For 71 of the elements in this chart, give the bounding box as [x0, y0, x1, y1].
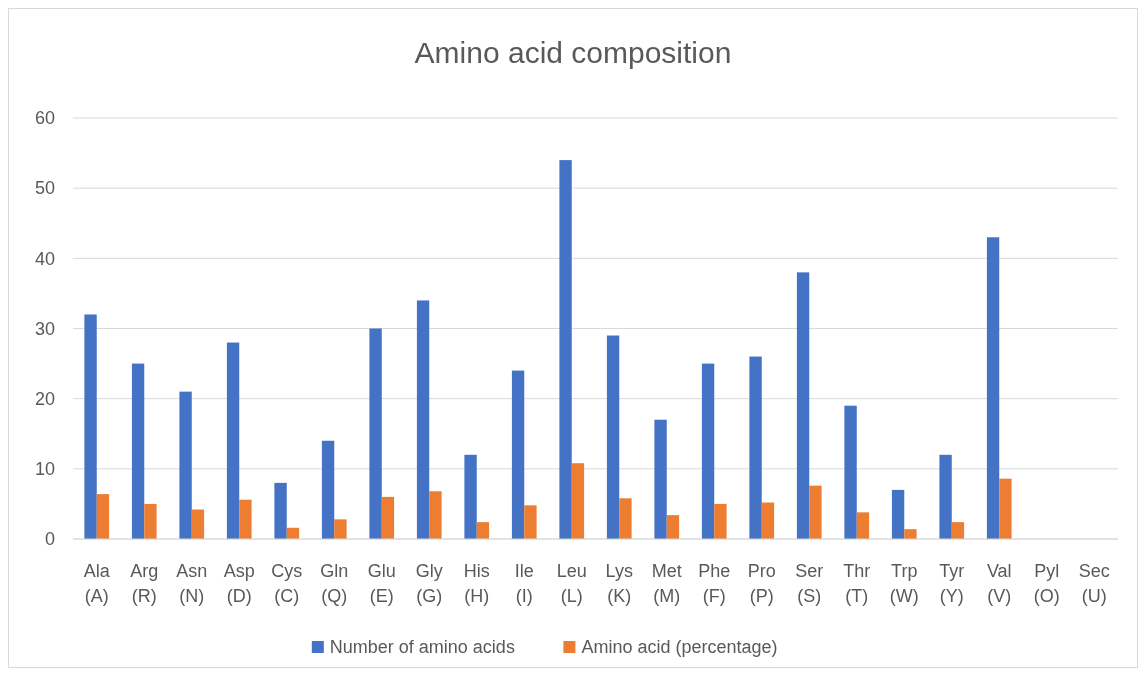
- bar: [416, 300, 430, 539]
- x-tick-label: Thr (T): [843, 561, 871, 606]
- bar: [571, 463, 585, 539]
- x-tick-label: Trp (W): [889, 561, 919, 606]
- x-tick-label: Sec (U): [1078, 561, 1110, 606]
- bar: [856, 512, 870, 539]
- bar: [321, 440, 335, 539]
- y-tick-label: 20: [34, 388, 55, 409]
- bar: [511, 370, 525, 539]
- x-tick-label: Val (V): [986, 561, 1012, 606]
- x-tick-label: Ala (A): [83, 561, 111, 606]
- bar: [369, 328, 382, 539]
- x-tick-label: Glu (E): [367, 561, 396, 606]
- bar: [476, 522, 490, 539]
- bar: [131, 363, 145, 539]
- bar: [714, 503, 727, 539]
- bar: [559, 160, 572, 539]
- bar: [951, 522, 965, 539]
- x-tick-label: Gln (Q): [320, 561, 349, 606]
- bar: [904, 529, 917, 539]
- x-tick-label: Lys (K): [605, 561, 633, 606]
- bar: [844, 405, 857, 539]
- y-tick-label: 30: [34, 318, 55, 339]
- bar: [524, 505, 537, 539]
- bar: [191, 509, 205, 539]
- x-tick-label: Phe (F): [698, 561, 731, 606]
- bar: [606, 335, 620, 539]
- bar: [226, 342, 240, 539]
- bar: [809, 485, 822, 539]
- x-tick-label: Cys (C): [271, 561, 303, 606]
- chart-title: Amino acid composition: [414, 36, 732, 69]
- bar: [429, 491, 442, 539]
- bar: [761, 502, 775, 539]
- bar: [999, 478, 1012, 539]
- bar: [179, 391, 192, 539]
- bar: [749, 356, 762, 539]
- y-tick-label: 40: [34, 248, 55, 269]
- y-tick-label: 0: [44, 529, 55, 550]
- y-tick-label: 10: [34, 459, 55, 480]
- bar: [619, 498, 632, 539]
- bar: [274, 482, 287, 539]
- bar: [891, 489, 905, 539]
- bar: [701, 363, 715, 539]
- x-tick-label: Tyr (Y): [939, 561, 965, 606]
- bar: [239, 499, 252, 539]
- y-tick-label: 60: [34, 108, 55, 129]
- legend-label: Amino acid (percentage): [581, 637, 778, 658]
- x-tick-label: Pyl (O): [1033, 561, 1060, 606]
- bar: [986, 237, 1000, 539]
- x-tick-label: Pro (P): [747, 561, 776, 606]
- x-tick-label: Gly (G): [415, 561, 443, 606]
- x-tick-label: Ser (S): [795, 561, 824, 606]
- legend-label: Number of amino acids: [329, 637, 515, 658]
- x-tick-label: Arg (R): [130, 561, 159, 606]
- x-tick-label: Leu (L): [556, 561, 587, 606]
- bar: [464, 454, 477, 539]
- bar: [96, 494, 110, 539]
- bar: [654, 419, 667, 539]
- bar: [796, 272, 810, 539]
- x-tick-label: Met (M): [651, 561, 682, 606]
- bar: [666, 515, 680, 539]
- bar: [939, 454, 952, 539]
- x-tick-label: Asp (D): [223, 561, 255, 606]
- x-tick-label: His (H): [463, 561, 490, 606]
- bar: [334, 519, 347, 539]
- x-tick-label: Asn (N): [176, 561, 208, 606]
- bar: [381, 496, 395, 539]
- y-tick-label: 50: [34, 178, 55, 199]
- bar: [144, 503, 157, 539]
- bar: [84, 314, 97, 539]
- x-tick-label: Ile (I): [514, 561, 534, 606]
